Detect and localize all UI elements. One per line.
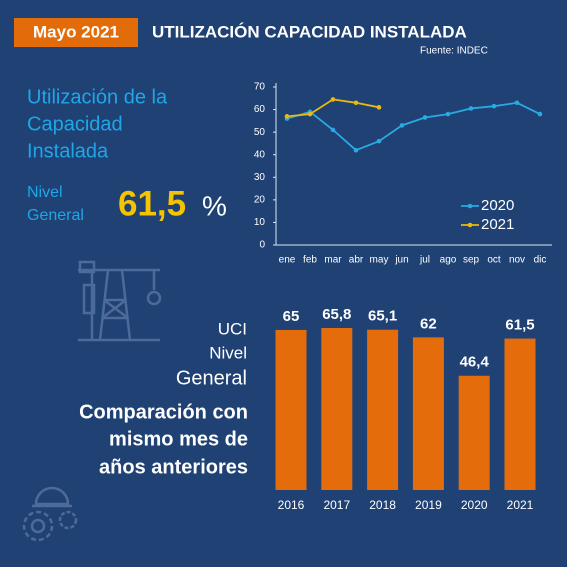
- x-tick-label: ene: [279, 255, 296, 266]
- comparison: años anteriores: [99, 456, 248, 478]
- kpi-label: Nivel: [27, 184, 63, 201]
- x-tick-label: nov: [509, 255, 525, 266]
- heading: Capacidad: [27, 113, 123, 135]
- y-tick-label: 60: [254, 104, 266, 115]
- heading: Utilización de la: [27, 86, 168, 108]
- point: [307, 111, 313, 117]
- derrick-icon: [78, 260, 162, 342]
- series-line: [286, 101, 541, 152]
- kpi-value: 61,5: [118, 184, 186, 223]
- heading: Instalada: [27, 140, 109, 162]
- x-tick-label: jun: [394, 255, 408, 266]
- value-label: 65,8: [322, 306, 351, 323]
- x-tick-label: 2021: [507, 498, 534, 512]
- point: [491, 103, 497, 109]
- y-tick-label: 10: [254, 217, 266, 228]
- point: [422, 115, 428, 120]
- uci-label: UCI: [218, 319, 247, 338]
- point: [468, 106, 474, 111]
- period: Mayo 2021: [33, 22, 119, 41]
- x-tick-label: may: [370, 255, 389, 266]
- y-tick-label: 50: [254, 127, 266, 138]
- value-label: 46,4: [460, 354, 490, 371]
- source: Fuente: INDEC: [420, 46, 488, 57]
- legend-dot: [467, 222, 473, 228]
- point: [537, 111, 543, 117]
- x-tick-label: ago: [440, 255, 457, 266]
- x-tick-label: dic: [534, 255, 547, 266]
- point: [330, 97, 336, 102]
- legend-label: 2020: [481, 197, 514, 214]
- y-tick-label: 70: [254, 82, 266, 93]
- comparison: mismo mes de: [109, 428, 248, 450]
- x-tick-label: 2020: [461, 498, 488, 512]
- y-tick-label: 0: [259, 240, 265, 251]
- kpi-label: General: [27, 207, 84, 224]
- gear-icon: [22, 486, 78, 542]
- bar: [321, 328, 353, 490]
- x-tick-label: 2019: [415, 498, 442, 512]
- point: [353, 147, 359, 153]
- period-badge: [14, 18, 138, 47]
- point: [445, 111, 451, 117]
- y-tick-label: 30: [254, 172, 266, 183]
- value-label: 65,1: [368, 308, 397, 325]
- x-tick-label: jul: [419, 255, 430, 266]
- point: [330, 127, 336, 133]
- x-tick-label: sep: [463, 255, 480, 266]
- x-tick-label: oct: [487, 255, 501, 266]
- point: [399, 123, 405, 128]
- y-tick-label: 20: [254, 194, 266, 205]
- bar: [412, 337, 444, 490]
- point: [514, 100, 520, 106]
- legend-label: 2021: [481, 216, 514, 233]
- uci-label: General: [176, 367, 247, 389]
- x-tick-label: 2016: [278, 498, 305, 512]
- x-tick-label: feb: [303, 255, 317, 266]
- x-tick-label: 2017: [323, 498, 350, 512]
- bar: [275, 329, 307, 490]
- value-label: 65: [283, 308, 300, 325]
- x-tick-label: 2018: [369, 498, 396, 512]
- x-tick-label: mar: [324, 255, 342, 266]
- point: [284, 114, 290, 119]
- legend-dot: [467, 203, 473, 209]
- title: UTILIZACIÓN CAPACIDAD INSTALADA: [152, 22, 467, 41]
- uci-label: Nivel: [209, 343, 247, 362]
- point: [376, 138, 382, 144]
- bar: [458, 375, 490, 490]
- bar: [504, 338, 536, 490]
- y-tick-label: 40: [254, 149, 266, 160]
- kpi-unit: %: [202, 190, 227, 221]
- value-label: 62: [420, 315, 437, 332]
- bar: [367, 329, 399, 490]
- point: [353, 100, 359, 106]
- point: [376, 105, 382, 110]
- x-tick-label: abr: [349, 255, 364, 266]
- comparison: Comparación con: [79, 401, 248, 423]
- value-label: 61,5: [505, 317, 534, 334]
